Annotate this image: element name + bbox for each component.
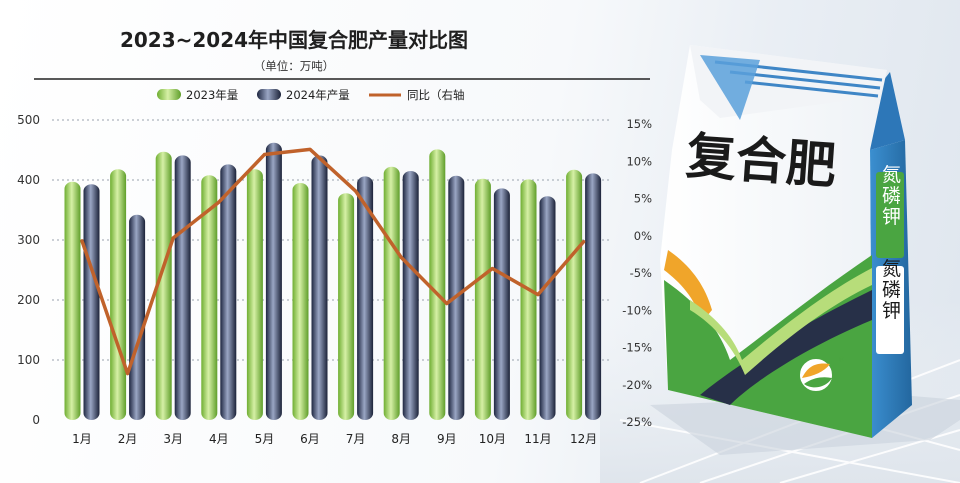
x-tick-label: 8月 [391,432,411,446]
x-tick-label: 6月 [300,432,320,446]
y-tick-label: 300 [17,233,40,247]
bag-side-tag-green [876,172,904,258]
yoy-point [171,236,175,240]
bag-side-tag-white-text: 氮磷钾 [879,258,901,321]
bar-2024 [174,155,191,420]
bar-2023 [429,149,446,420]
legend-label-2023: 2023年量 [186,88,238,102]
y2-tick-label: -5% [630,266,652,280]
x-tick-label: 11月 [524,432,551,446]
bar-2024 [220,164,237,420]
x-tick-label: 1月 [72,432,92,446]
bag-side-tag-green-text: 氮磷钾 [879,164,901,227]
yoy-point [582,240,586,244]
bar-2023 [201,175,218,420]
y2-tick-label: -20% [622,378,652,392]
y-tick-label: 100 [17,353,40,367]
yoy-point [308,147,312,151]
x-tick-label: 5月 [255,432,275,446]
legend: 2023年量 2024年产量 同比（右轴 [157,88,465,102]
fertilizer-bag-illustration: 复合肥 ® 氮磷钾 氮磷钾 [650,45,960,455]
bar-2023 [246,169,263,420]
y-axis-right: 15% 10% 5% 0% -5% -10% -15% -20% -25% [622,117,652,429]
yoy-line [80,147,586,376]
registered-mark: ® [838,356,845,364]
y-tick-label: 500 [17,113,40,127]
bar-2023 [338,193,355,420]
bar-2024 [539,196,556,420]
bar-2023 [566,169,583,420]
yoy-point [445,302,449,306]
chart-title: 2023~2024年中国复合肥产量对比图 [120,28,468,52]
y2-tick-label: 5% [634,192,652,206]
y2-tick-label: 0% [634,229,652,243]
yoy-point [80,239,84,243]
y2-tick-label: -15% [622,341,652,355]
brand-logo-icon: ® [798,356,845,393]
x-tick-label: 2月 [118,432,138,446]
bar-2023 [474,178,491,420]
bar-2024 [585,173,602,420]
bar-2024 [311,155,328,420]
x-tick-label: 10月 [479,432,506,446]
bar-2023 [64,181,81,420]
bar-2023 [292,183,309,420]
gridlines [52,119,612,361]
yoy-line-series [80,147,586,376]
legend-label-2024: 2024年产量 [286,88,350,102]
y-axis-left: 0 100 200 300 400 500 [17,113,40,427]
x-axis: 1月 2月 3月 4月 5月 6月 7月 8月 9月 10月 11月 12月 [72,432,597,446]
y-tick-label: 200 [17,293,40,307]
bar-2023 [520,179,537,420]
bar-2024 [83,184,100,420]
yoy-point [354,189,358,193]
yoy-point [536,293,540,297]
legend-swatch-2023 [157,89,181,100]
bag-side-tag-white [876,266,904,354]
x-tick-label: 7月 [346,432,366,446]
x-tick-label: 12月 [570,432,597,446]
bar-2024 [357,176,374,420]
bar-2023 [110,169,127,420]
bar-2024 [129,214,146,420]
x-tick-label: 9月 [437,432,457,446]
x-tick-label: 3月 [163,432,183,446]
y2-tick-label: 15% [626,117,652,131]
yoy-point [399,255,403,259]
yoy-point [262,153,266,157]
yoy-point [217,200,221,204]
bars [64,142,602,421]
yoy-point [126,372,130,376]
bar-2024 [402,171,419,420]
bar-2024 [265,142,282,421]
x-tick-label: 4月 [209,432,229,446]
bar-2023 [383,166,400,420]
bag-product-name: 复合肥 [684,127,838,195]
y2-tick-label: -10% [622,303,652,317]
chart-subtitle: （单位：万吨） [254,59,335,73]
legend-label-yoy: 同比（右轴 [407,88,465,102]
y2-tick-label: 10% [626,154,652,168]
bag-navy-swoosh [700,290,872,405]
y2-tick-label: -25% [622,415,652,429]
y-tick-label: 400 [17,173,40,187]
legend-swatch-2024 [257,89,281,100]
yoy-point [490,267,494,271]
y-tick-label: 0 [32,413,40,427]
bar-2023 [155,151,172,421]
bar-2024 [493,188,510,420]
bag-lightgreen-swoosh [690,268,872,375]
bag-blue-flap [700,55,760,120]
bag-orange-swoosh [664,250,712,322]
